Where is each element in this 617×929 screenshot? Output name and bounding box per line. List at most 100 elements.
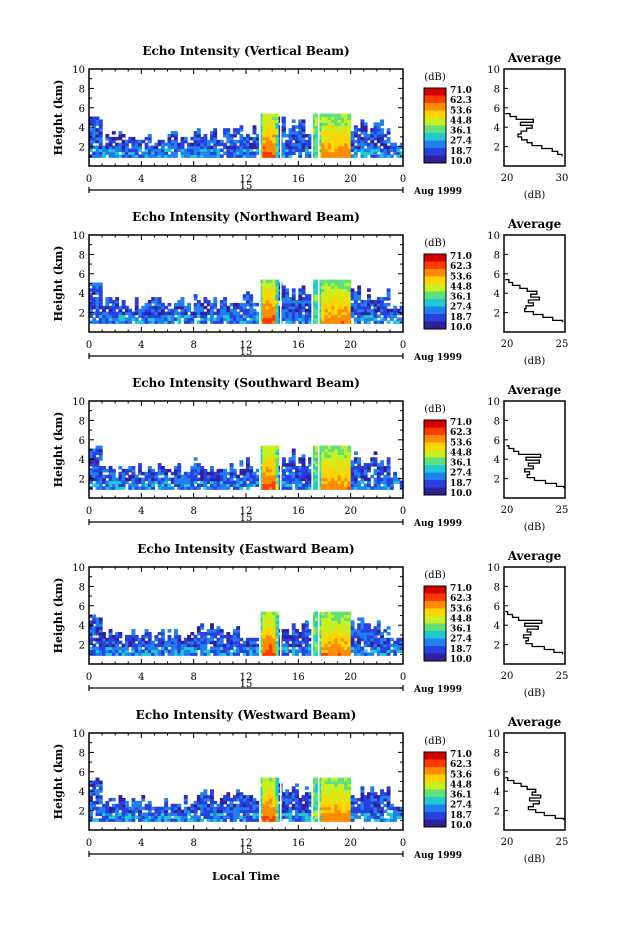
- heatmap-cell: [311, 279, 316, 284]
- heatmap-cell: [321, 116, 326, 121]
- heatmap-cell: [183, 652, 188, 656]
- heatmap-cell: [344, 786, 348, 790]
- heatmap-cell: [331, 480, 335, 485]
- heatmap-cell: [147, 806, 152, 811]
- heatmap-cell: [121, 148, 126, 153]
- heatmap-cell: [265, 460, 270, 464]
- heatmap-cell: [92, 291, 97, 295]
- heatmap-cell: [219, 637, 224, 642]
- heatmap-cell: [265, 136, 270, 141]
- heatmap-cell: [108, 812, 113, 817]
- heatmap-cell: [376, 652, 381, 656]
- avg-y-tick-label: 2: [494, 641, 500, 652]
- heatmap-cell: [373, 797, 378, 802]
- heatmap-cell: [177, 640, 182, 645]
- heatmap-cell: [232, 643, 237, 648]
- heatmap-cell: [272, 294, 277, 298]
- heatmap-cell: [98, 139, 103, 144]
- heatmap-cell: [246, 797, 250, 802]
- heatmap-cell: [92, 131, 97, 135]
- heatmap-cell: [151, 483, 156, 487]
- heatmap-cell: [344, 291, 348, 295]
- heatmap-cell: [334, 116, 339, 121]
- heatmap-cell: [216, 308, 221, 313]
- heatmap-cell: [334, 474, 339, 479]
- heatmap-cell: [151, 818, 156, 822]
- heatmap-cell: [334, 317, 339, 321]
- heatmap-cell: [308, 297, 313, 301]
- heatmap-cell: [196, 486, 201, 490]
- heatmap-cell: [216, 320, 221, 324]
- heatmap-cell: [331, 448, 335, 453]
- heatmap-cell: [210, 809, 214, 814]
- average-title: Average: [507, 217, 562, 231]
- heatmap-cell: [118, 646, 123, 651]
- heatmap-cell: [347, 136, 352, 141]
- heatmap-cell: [321, 629, 326, 633]
- heatmap-cell: [301, 454, 306, 458]
- heatmap-cell: [95, 637, 100, 642]
- heatmap-cell: [131, 483, 136, 487]
- heatmap-cell: [115, 812, 120, 817]
- heatmap-cell: [160, 806, 165, 811]
- heatmap-cell: [98, 783, 103, 787]
- heatmap-cell: [115, 154, 120, 158]
- heatmap-cell: [200, 314, 205, 319]
- heatmap-cell: [242, 480, 247, 485]
- heatmap-cell: [167, 139, 172, 144]
- heatmap-cell: [216, 640, 221, 645]
- heatmap-cell: [151, 471, 156, 476]
- heatmap-cell: [193, 468, 198, 473]
- heatmap-cell: [95, 119, 100, 123]
- heatmap-cell: [301, 477, 306, 482]
- heatmap-cell: [177, 486, 182, 490]
- heatmap-cell: [344, 780, 348, 785]
- heatmap-cell: [370, 797, 375, 802]
- heatmap-cell: [380, 302, 384, 307]
- heatmap-cell: [288, 649, 293, 653]
- colorbar-tick-label: 44.8: [450, 614, 472, 624]
- heatmap-cell: [357, 803, 362, 808]
- heatmap-cell: [259, 477, 263, 482]
- heatmap-cell: [265, 113, 270, 118]
- heatmap-cell: [154, 649, 159, 653]
- heatmap-cell: [98, 477, 103, 482]
- heatmap-cell: [363, 128, 368, 132]
- heatmap-cell: [340, 308, 345, 313]
- avg-y-tick-label: 2: [494, 143, 500, 154]
- heatmap-cell: [350, 620, 355, 624]
- heatmap-cell: [340, 116, 345, 121]
- heatmap-cell: [203, 151, 208, 155]
- heatmap-cell: [265, 809, 270, 814]
- heatmap-cell: [174, 634, 178, 639]
- heatmap-cell: [232, 795, 237, 799]
- heatmap-cell: [196, 806, 201, 811]
- heatmap-cell: [357, 617, 362, 621]
- heatmap-cell: [347, 471, 352, 476]
- heatmap-cell: [229, 797, 234, 802]
- heatmap-cell: [380, 139, 384, 144]
- heatmap-cell: [200, 634, 205, 639]
- heatmap-cell: [331, 314, 335, 319]
- heatmap-cell: [206, 154, 211, 158]
- heatmap-cell: [344, 649, 348, 653]
- heatmap-cell: [98, 471, 103, 476]
- heatmap-cell: [92, 297, 97, 301]
- heatmap-cell: [223, 128, 227, 132]
- heatmap-cell: [89, 119, 93, 123]
- heatmap-cell: [295, 783, 299, 787]
- heatmap-cell: [317, 815, 322, 819]
- heatmap-cell: [138, 311, 142, 316]
- heatmap-cell: [272, 145, 277, 150]
- heatmap-cell: [187, 154, 191, 158]
- heatmap-cell: [327, 800, 332, 805]
- heatmap-cell: [262, 614, 267, 619]
- heatmap-cell: [229, 136, 234, 141]
- heatmap-cell: [206, 486, 211, 490]
- heatmap-cell: [314, 614, 319, 619]
- heatmap-cell: [380, 308, 384, 313]
- heatmap-cell: [262, 125, 267, 129]
- heatmap-cell: [124, 142, 129, 147]
- heatmap-cell: [265, 629, 270, 633]
- heatmap-cell: [89, 145, 93, 150]
